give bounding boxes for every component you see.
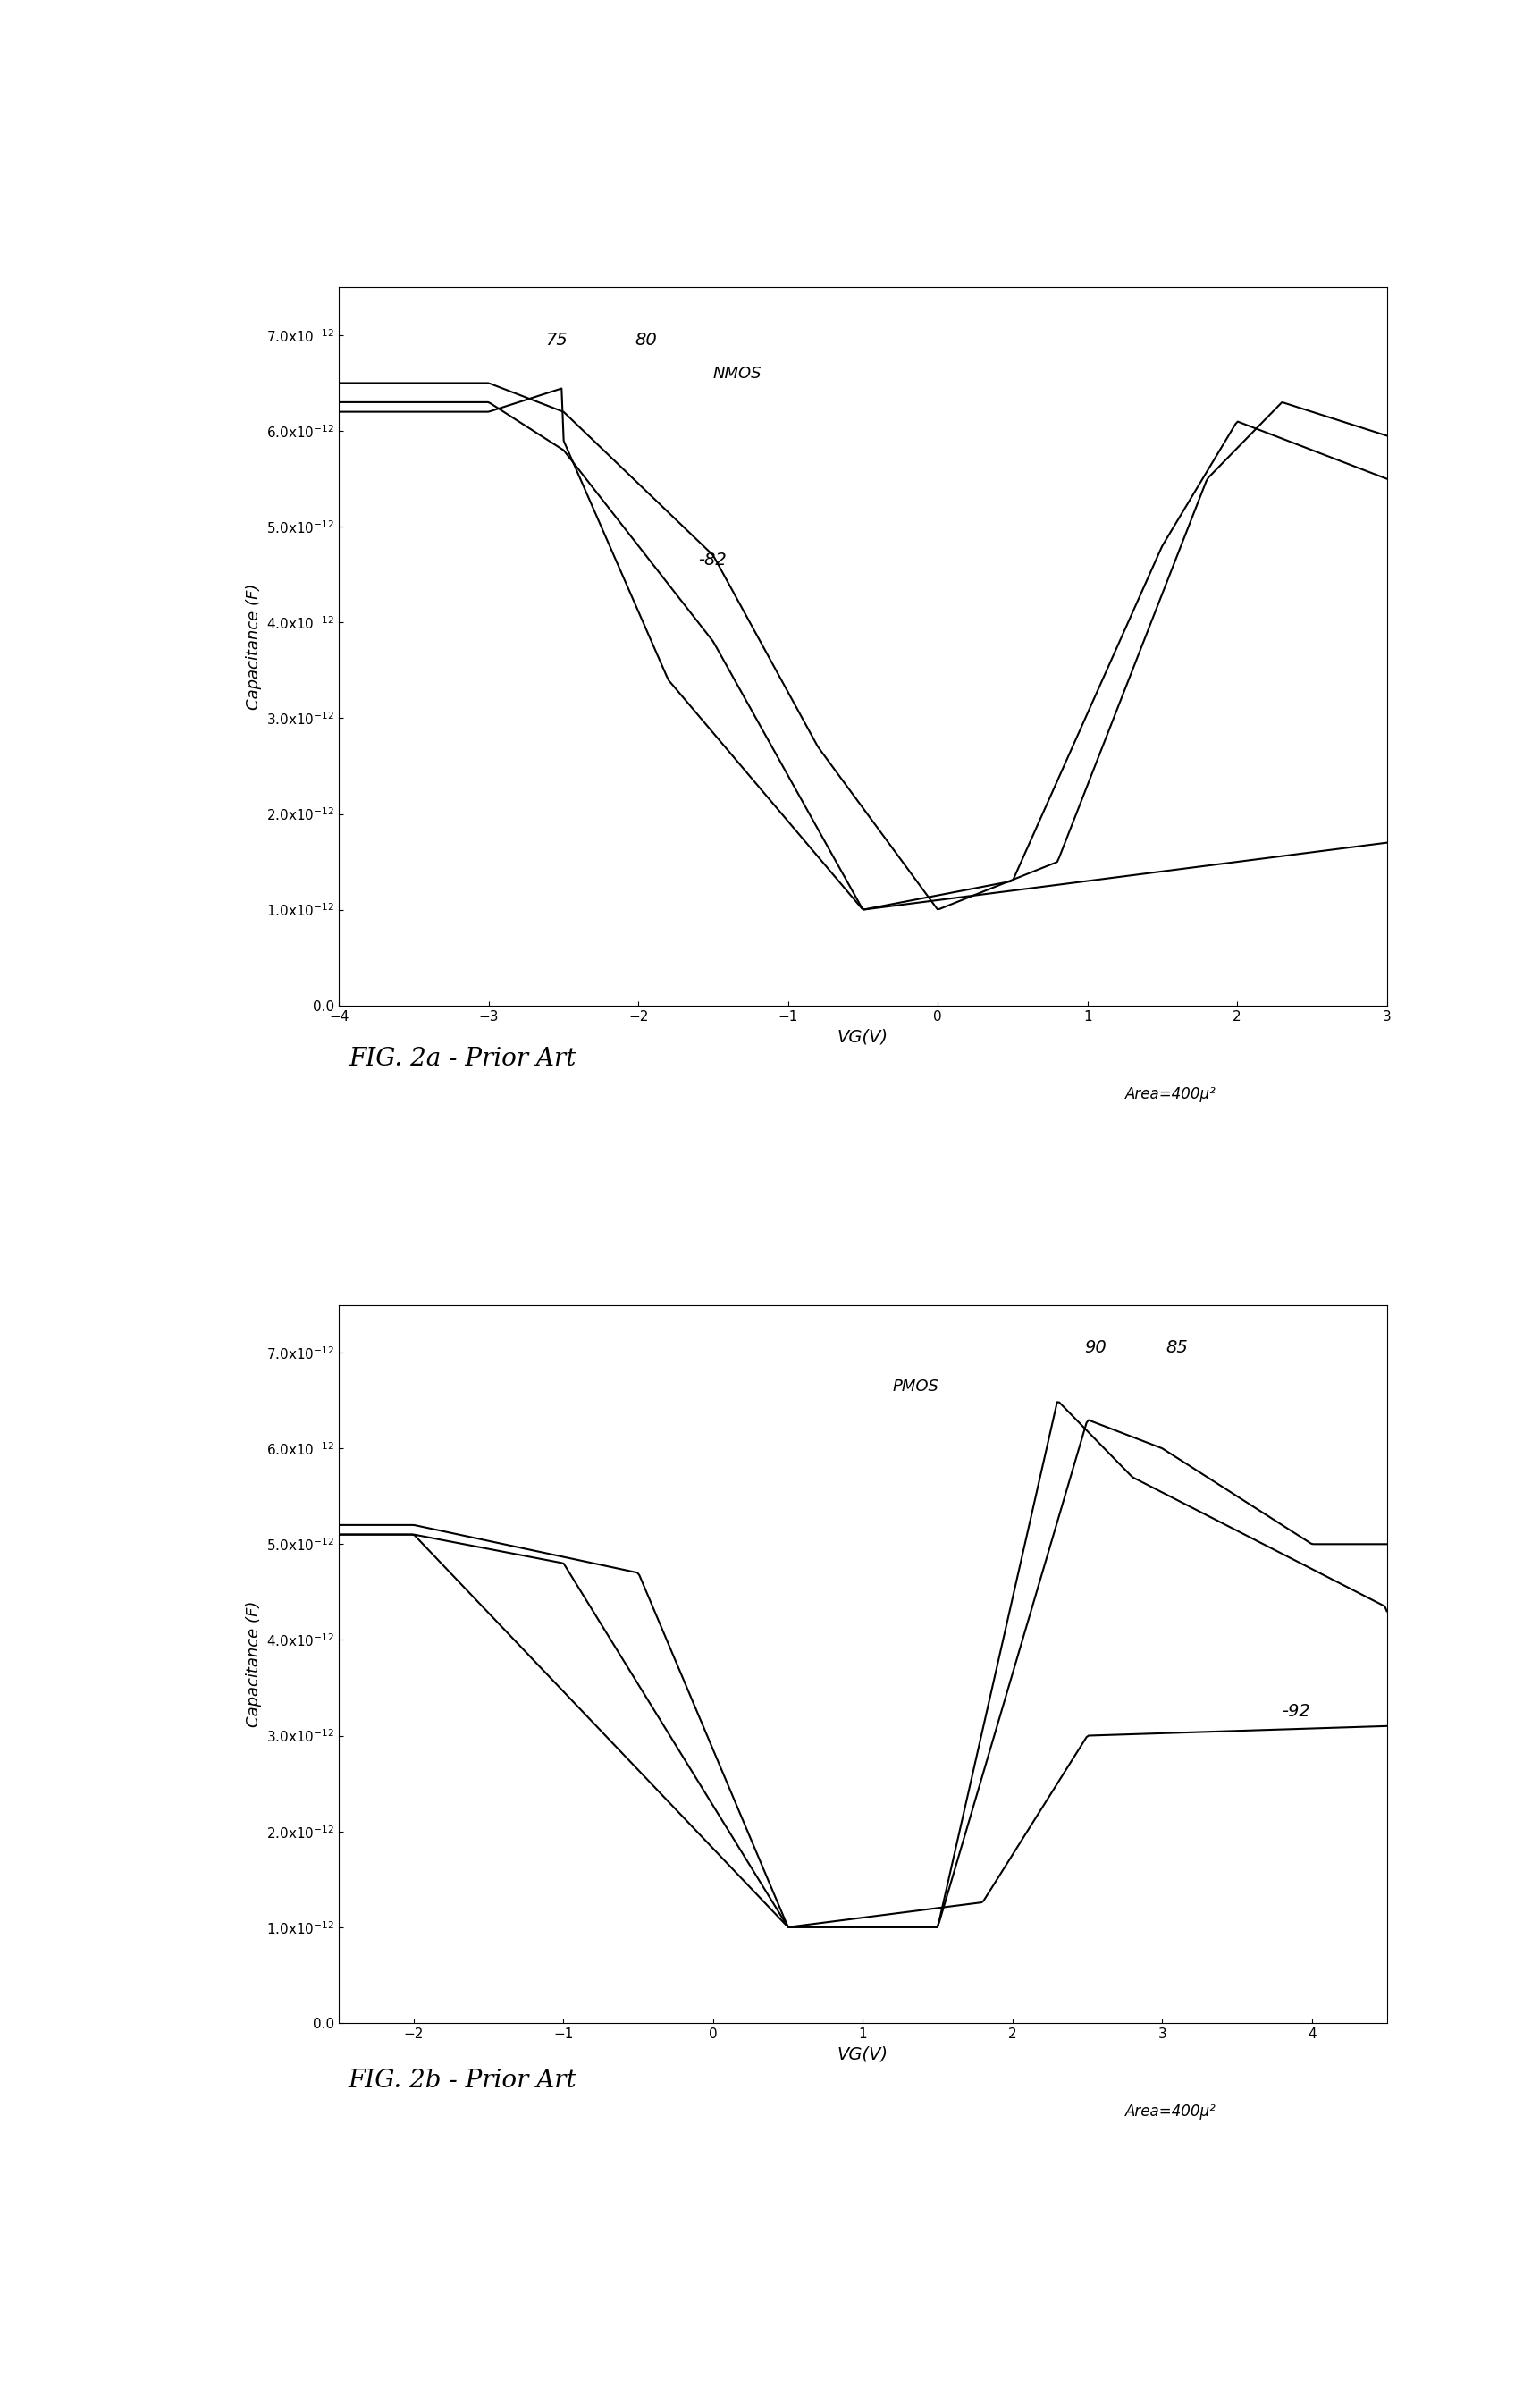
Text: FIG. 2b - Prior Art: FIG. 2b - Prior Art xyxy=(348,2068,576,2092)
X-axis label: VG(V): VG(V) xyxy=(836,2044,889,2064)
Text: -82: -82 xyxy=(698,551,727,567)
Y-axis label: Capacitance (F): Capacitance (F) xyxy=(245,584,262,709)
Y-axis label: Capacitance (F): Capacitance (F) xyxy=(245,1602,262,1726)
Text: FIG. 2a - Prior Art: FIG. 2a - Prior Art xyxy=(348,1046,576,1070)
Text: 80: 80 xyxy=(634,330,656,347)
Text: 75: 75 xyxy=(545,330,567,347)
X-axis label: VG(V): VG(V) xyxy=(836,1027,889,1046)
Text: 90: 90 xyxy=(1083,1338,1106,1355)
Text: -92: -92 xyxy=(1281,1702,1309,1719)
Text: NMOS: NMOS xyxy=(713,366,761,381)
Text: PMOS: PMOS xyxy=(892,1379,939,1393)
Text: Area=400μ²: Area=400μ² xyxy=(1124,1087,1215,1101)
Text: Area=400μ²: Area=400μ² xyxy=(1124,2104,1215,2119)
Text: 85: 85 xyxy=(1166,1338,1187,1355)
